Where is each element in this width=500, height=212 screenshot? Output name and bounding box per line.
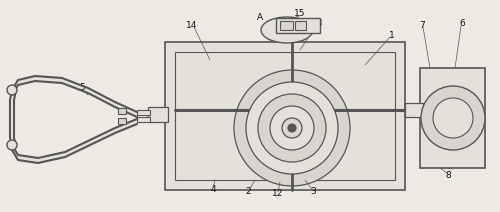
Bar [165,42,405,190]
Ellipse shape [261,17,313,43]
Text: 14: 14 [186,21,198,29]
Bar [118,108,126,114]
Bar [137,110,150,115]
Bar [137,117,150,122]
Bar [295,21,306,30]
Bar [118,118,126,124]
Circle shape [433,98,473,138]
Circle shape [234,70,350,186]
Circle shape [270,106,314,150]
Circle shape [246,82,338,174]
Bar [280,21,293,30]
Circle shape [7,140,17,150]
Text: 3: 3 [310,187,316,195]
Text: 12: 12 [272,190,283,198]
Bar [148,107,168,122]
Circle shape [288,124,296,132]
Circle shape [421,86,485,150]
Bar [276,18,320,33]
Text: A: A [257,13,263,21]
Text: 13: 13 [312,20,324,28]
Text: 8: 8 [445,170,451,180]
Bar [405,103,423,117]
Text: 6: 6 [459,20,465,28]
Circle shape [282,118,302,138]
Text: 5: 5 [79,84,85,92]
Circle shape [7,85,17,95]
Text: 1: 1 [389,32,395,40]
Text: 2: 2 [245,187,251,197]
Text: 7: 7 [419,21,425,29]
Bar [420,68,485,168]
Text: 15: 15 [294,10,306,18]
Bar [175,52,395,180]
Text: 4: 4 [210,186,216,194]
Circle shape [258,94,326,162]
